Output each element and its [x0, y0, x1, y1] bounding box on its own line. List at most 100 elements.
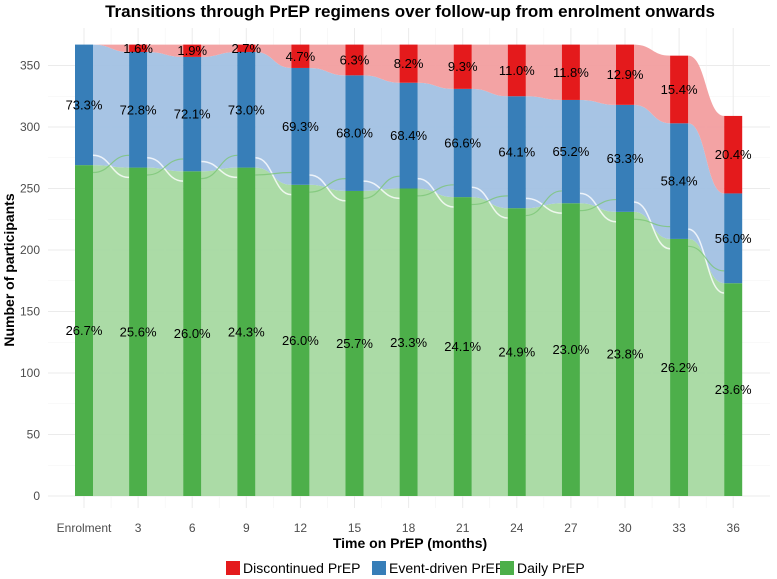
flow-strand [309, 178, 346, 193]
data-label-disc: 1.6% [123, 41, 153, 56]
data-label-daily: 23.6% [715, 382, 752, 397]
data-label-daily: 23.8% [607, 346, 644, 361]
data-label-daily: 26.0% [174, 326, 211, 341]
data-label-disc: 11.0% [499, 63, 535, 78]
bar-daily [670, 238, 689, 496]
data-label-ed: 56.0% [715, 231, 752, 246]
data-label-daily: 23.0% [552, 342, 589, 357]
data-label-daily: 26.2% [661, 360, 698, 375]
x-tick-label: 36 [727, 521, 741, 535]
bar-disc [507, 44, 526, 97]
legend-swatch [372, 561, 386, 575]
flow-daily [309, 184, 346, 496]
flow-strand [471, 195, 508, 206]
flow-ed [525, 96, 562, 209]
bar-daily [183, 171, 202, 496]
data-labels: 26.7% 73.3% 25.6% 72.8% 1.6% 26.0% 72.1% 1.9% 24… [66, 41, 753, 397]
flow-daily [634, 211, 671, 496]
data-label-daily: 25.6% [120, 324, 157, 339]
flow-strand [417, 184, 454, 197]
flow-disc [147, 44, 184, 57]
flow-strand [687, 228, 725, 294]
flow-strand [309, 174, 346, 202]
flow-disc [309, 44, 346, 76]
y-tick-label: 250 [20, 182, 40, 196]
flow-strand [471, 186, 508, 219]
bar-disc [724, 115, 743, 194]
data-label-daily: 24.9% [498, 345, 535, 360]
data-label-ed: 72.1% [174, 107, 211, 122]
data-label-daily: 26.7% [66, 323, 103, 338]
flow-strand [579, 192, 617, 223]
flow-disc [579, 44, 616, 105]
y-tick-label: 350 [20, 59, 40, 73]
data-label-ed: 72.8% [120, 102, 157, 117]
data-label-disc: 12.9% [607, 67, 644, 82]
bar-disc [561, 44, 580, 100]
x-tick-label: 27 [564, 521, 578, 535]
data-label-ed: 69.3% [282, 119, 319, 134]
flow-ed [471, 88, 508, 209]
flow-ed [309, 67, 346, 191]
x-tick-label: 30 [618, 521, 632, 535]
flow-strand [92, 154, 130, 174]
data-label-disc: 2.7% [231, 41, 261, 56]
data-label-ed: 63.3% [607, 151, 644, 166]
flow-strand [147, 158, 184, 176]
data-label-disc: 8.2% [394, 56, 424, 71]
flow-daily [417, 188, 454, 496]
legend-entry: Daily PrEP [517, 560, 585, 576]
data-label-daily: 23.3% [390, 335, 427, 350]
bar-disc [183, 44, 202, 57]
flow-ed [634, 104, 671, 239]
x-tick-label: 24 [510, 521, 524, 535]
data-label-disc: 4.7% [286, 49, 316, 64]
flow-ed [93, 44, 130, 168]
y-tick-label: 300 [20, 120, 40, 134]
flow-strand [525, 197, 562, 214]
bar-ed [237, 51, 256, 168]
bar-daily [453, 197, 472, 497]
data-label-ed: 73.0% [228, 102, 265, 117]
x-tick-label: 33 [672, 521, 686, 535]
flow-disc [634, 44, 671, 124]
bar-daily [291, 184, 310, 496]
data-label-ed: 73.3% [66, 97, 103, 112]
flow-daily [201, 167, 238, 496]
flow-disc [688, 55, 725, 194]
bar-daily [237, 167, 256, 496]
data-label-ed: 64.1% [498, 145, 535, 160]
flow-strand [201, 154, 238, 180]
flow-disc [471, 44, 508, 97]
data-label-ed: 66.6% [444, 135, 481, 150]
data-label-daily: 26.0% [282, 333, 319, 348]
x-tick-label: 9 [243, 521, 250, 535]
bar-daily [507, 208, 526, 496]
chart-title: Transitions through PrEP regimens over f… [105, 2, 715, 21]
data-label-daily: 25.7% [336, 336, 373, 351]
flow-ed [417, 82, 454, 198]
x-tick-label: 6 [189, 521, 196, 535]
bar-ed [616, 104, 634, 212]
flow-daily [579, 203, 616, 496]
flows [92, 44, 725, 497]
legend-swatch [500, 561, 514, 575]
bar-daily [561, 203, 580, 496]
data-label-disc: 20.4% [715, 147, 752, 162]
x-tick-label: 3 [135, 521, 142, 535]
data-label-ed: 65.2% [552, 144, 589, 159]
flow-disc [93, 44, 130, 52]
flow-strand [633, 218, 671, 228]
data-label-disc: 11.8% [553, 65, 589, 80]
data-label-ed: 68.4% [390, 128, 427, 143]
bar-ed [345, 75, 364, 191]
bar-ed [75, 44, 93, 166]
x-tick-label: 18 [402, 521, 416, 535]
y-axis-title: Number of participants [1, 193, 17, 346]
flow-strand [201, 160, 238, 179]
flow-disc [417, 44, 454, 89]
x-tick-label: Enrolment [57, 521, 112, 535]
bar-ed [670, 123, 689, 239]
data-label-daily: 24.3% [228, 324, 265, 339]
x-tick-label: 12 [294, 521, 308, 535]
